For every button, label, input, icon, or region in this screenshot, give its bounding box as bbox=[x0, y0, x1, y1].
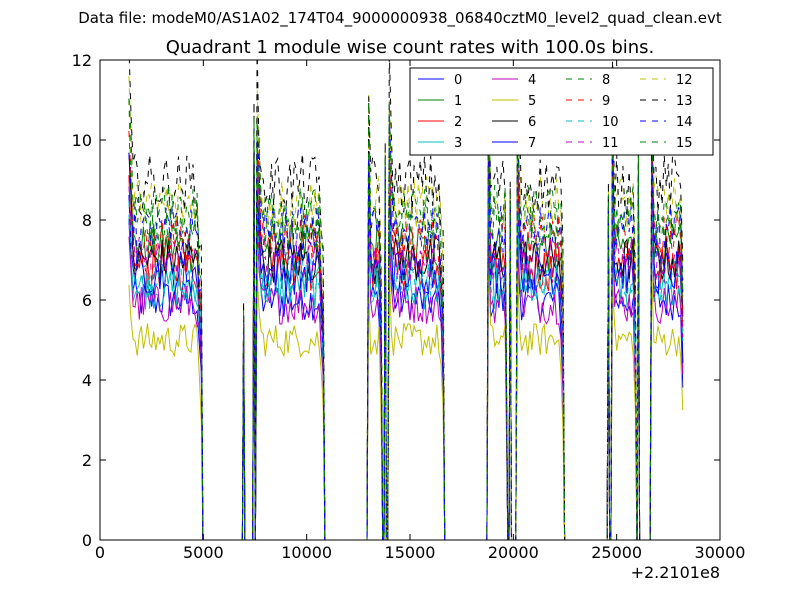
series-line-15 bbox=[128, 89, 684, 540]
chart-title: Quadrant 1 module wise count rates with … bbox=[165, 37, 655, 58]
series-line-1 bbox=[128, 137, 684, 540]
legend-label-1: 1 bbox=[454, 94, 462, 109]
y-tick-label: 12 bbox=[72, 51, 92, 70]
x-tick-label: 5000 bbox=[183, 543, 224, 562]
legend-label-6: 6 bbox=[528, 115, 536, 130]
x-tick-label: 0 bbox=[95, 543, 105, 562]
x-tick-label: 20000 bbox=[488, 543, 539, 562]
x-offset-label: +2.2101e8 bbox=[631, 563, 720, 582]
legend-label-11: 11 bbox=[602, 136, 619, 151]
series-line-10 bbox=[128, 154, 684, 540]
y-tick-label: 2 bbox=[82, 451, 92, 470]
series-line-14 bbox=[128, 110, 684, 540]
legend-label-12: 12 bbox=[676, 73, 693, 88]
x-tick-label: 25000 bbox=[591, 543, 642, 562]
legend-label-5: 5 bbox=[528, 94, 536, 109]
legend-box bbox=[409, 67, 714, 156]
series-line-11 bbox=[128, 143, 684, 540]
legend-label-4: 4 bbox=[528, 73, 536, 88]
legend-label-3: 3 bbox=[454, 136, 462, 151]
legend-label-2: 2 bbox=[454, 115, 462, 130]
legend-label-8: 8 bbox=[602, 73, 610, 88]
y-tick-label: 4 bbox=[82, 371, 92, 390]
legend-label-15: 15 bbox=[676, 136, 693, 151]
legend-label-10: 10 bbox=[602, 115, 619, 130]
legend-label-7: 7 bbox=[528, 136, 536, 151]
series-line-6 bbox=[128, 143, 684, 540]
x-tick-label: 15000 bbox=[385, 543, 436, 562]
legend-label-0: 0 bbox=[454, 73, 462, 88]
y-tick-label: 0 bbox=[82, 531, 92, 550]
x-tick-label: 30000 bbox=[695, 543, 746, 562]
series-line-7 bbox=[128, 150, 684, 540]
x-tick-label: 10000 bbox=[281, 543, 332, 562]
legend-label-9: 9 bbox=[602, 94, 610, 109]
legend-label-14: 14 bbox=[676, 115, 693, 130]
series-line-8 bbox=[128, 98, 684, 540]
figure-suptitle: Data file: modeM0/AS1A02_174T04_90000009… bbox=[78, 9, 722, 27]
y-tick-label: 10 bbox=[72, 131, 92, 150]
legend-label-13: 13 bbox=[676, 94, 693, 109]
series-line-2 bbox=[128, 148, 684, 540]
y-tick-label: 8 bbox=[82, 211, 92, 230]
y-tick-label: 6 bbox=[82, 291, 92, 310]
